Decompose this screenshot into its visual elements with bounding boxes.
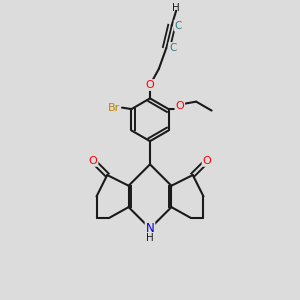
Text: H: H [172, 3, 180, 13]
Text: O: O [202, 156, 211, 166]
Text: Br: Br [107, 103, 120, 112]
Text: O: O [89, 156, 98, 166]
Text: O: O [146, 80, 154, 90]
Text: O: O [176, 101, 184, 111]
Text: C: C [175, 21, 182, 31]
Text: N: N [146, 222, 154, 235]
Text: C: C [169, 43, 177, 53]
Text: H: H [146, 233, 154, 243]
